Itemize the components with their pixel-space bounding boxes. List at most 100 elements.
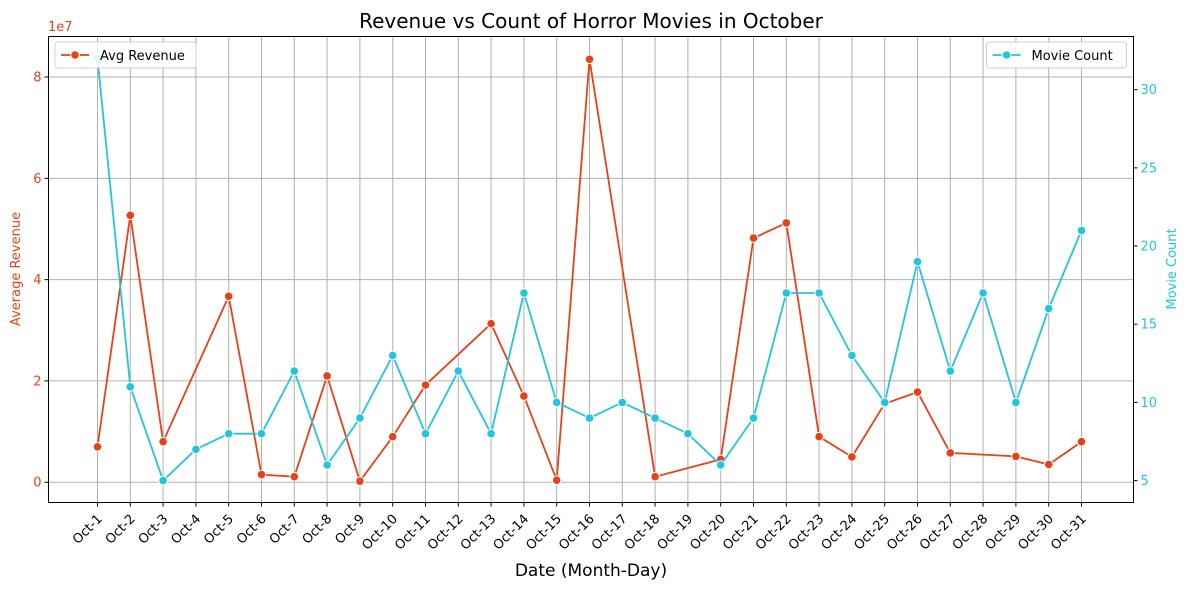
- x-tick-label: Oct-23: [786, 512, 828, 554]
- count-point: [879, 397, 890, 408]
- count-point: [256, 428, 267, 439]
- revenue-point: [584, 54, 595, 65]
- x-tick-label: Oct-20: [687, 512, 729, 554]
- left-y-tick-label: 8: [33, 71, 41, 86]
- count-point: [847, 350, 857, 361]
- count-point: [355, 413, 365, 423]
- chart-title: Revenue vs Count of Horror Movies in Oct…: [359, 9, 824, 33]
- revenue-point: [92, 442, 103, 452]
- x-tick-label: Oct-27: [917, 512, 959, 554]
- legend-box: [54, 41, 197, 69]
- revenue-point: [355, 476, 365, 487]
- count-point: [453, 366, 464, 376]
- revenue-point: [847, 452, 857, 462]
- count-point: [519, 288, 529, 298]
- right-y-tick-label: 10: [1141, 396, 1158, 411]
- revenue-line: [96, 58, 1083, 483]
- x-tick-label: Oct-4: [168, 512, 204, 548]
- count-point: [223, 428, 234, 439]
- left-axis-title: Average Revenue: [9, 212, 24, 326]
- count-point: [912, 256, 923, 267]
- right-axis-title: Movie Count: [1165, 228, 1180, 309]
- x-tick-label: Oct-10: [359, 512, 401, 554]
- count-point: [584, 413, 595, 423]
- revenue-point: [650, 471, 660, 482]
- legend-box: [986, 41, 1127, 69]
- count-point: [1011, 397, 1021, 408]
- legend-label: Movie Count: [1032, 49, 1113, 64]
- x-tick-label: Oct-18: [622, 512, 664, 554]
- left-axis-offset-text: 1e7: [48, 20, 73, 35]
- x-tick-label: Oct-6: [234, 512, 270, 548]
- count-point: [814, 288, 824, 298]
- x-tick-label: Oct-1: [70, 512, 106, 548]
- count-point: [387, 350, 398, 361]
- revenue-point: [519, 391, 529, 401]
- count-point: [551, 397, 562, 408]
- revenue-point: [1011, 451, 1021, 462]
- x-tick-label: Oct-14: [491, 512, 533, 554]
- right-y-tick-label: 5: [1141, 474, 1149, 489]
- x-tick-label: Oct-30: [1015, 512, 1057, 554]
- x-tick-label: Oct-28: [950, 512, 992, 554]
- series-layer: [92, 53, 1087, 487]
- x-tick-label: Oct-12: [425, 512, 467, 554]
- revenue-point: [486, 318, 496, 329]
- left-y-axis: 0 2 4 6 8: [33, 71, 49, 491]
- count-point: [289, 366, 300, 376]
- count-point: [945, 366, 956, 376]
- revenue-point: [1076, 436, 1087, 447]
- x-tick-label: Oct-11: [392, 512, 434, 554]
- left-y-tick-label: 6: [33, 172, 41, 187]
- revenue-point: [256, 469, 267, 480]
- x-tick-label: Oct-26: [884, 512, 926, 554]
- revenue-point: [223, 291, 234, 302]
- count-point: [715, 460, 726, 470]
- revenue-point: [387, 431, 398, 442]
- x-axis: Oct-1Oct-2Oct-3Oct-4Oct-5Oct-6Oct-7Oct-8…: [70, 502, 1090, 554]
- x-tick-label: Oct-24: [819, 512, 861, 554]
- count-point: [486, 428, 496, 439]
- revenue-point: [814, 431, 824, 442]
- count-point: [322, 460, 332, 470]
- revenue-point: [551, 475, 562, 486]
- count-point: [1076, 225, 1087, 236]
- revenue-point: [125, 210, 136, 221]
- x-tick-label: Oct-7: [267, 512, 303, 548]
- x-tick-label: Oct-15: [523, 512, 565, 554]
- count-point: [420, 428, 431, 439]
- legend-layer: Avg Revenue Movie Count: [54, 41, 1127, 69]
- count-point: [125, 382, 136, 392]
- count-point: [781, 288, 792, 298]
- revenue-point: [748, 233, 759, 243]
- count-point: [978, 288, 988, 298]
- revenue-point: [1043, 459, 1054, 470]
- count-point: [158, 475, 168, 486]
- x-tick-label: Oct-25: [851, 512, 893, 554]
- right-y-tick-label: 25: [1141, 161, 1158, 176]
- count-point: [617, 397, 628, 408]
- count-point: [748, 413, 759, 423]
- right-y-tick-label: 20: [1141, 240, 1158, 255]
- count-point: [650, 413, 660, 423]
- count-point: [683, 428, 693, 439]
- count-point: [1043, 303, 1054, 314]
- revenue-point: [158, 436, 168, 447]
- x-tick-label: Oct-21: [720, 512, 762, 554]
- x-tick-label: Oct-3: [136, 512, 172, 548]
- revenue-point: [945, 448, 956, 458]
- left-y-tick-label: 2: [33, 374, 41, 389]
- revenue-point: [912, 387, 923, 397]
- right-y-tick-label: 15: [1141, 318, 1158, 333]
- x-tick-label: Oct-8: [300, 512, 336, 548]
- x-tick-label: Oct-19: [655, 512, 697, 554]
- x-tick-label: Oct-2: [103, 512, 139, 548]
- legend-count: Movie Count: [986, 41, 1127, 69]
- count-point: [191, 444, 201, 455]
- x-tick-label: Oct-5: [201, 512, 237, 548]
- legend-label: Avg Revenue: [100, 49, 185, 64]
- legend-revenue: Avg Revenue: [54, 41, 197, 69]
- x-tick-label: Oct-22: [753, 512, 795, 554]
- right-y-tick-label: 30: [1141, 83, 1158, 98]
